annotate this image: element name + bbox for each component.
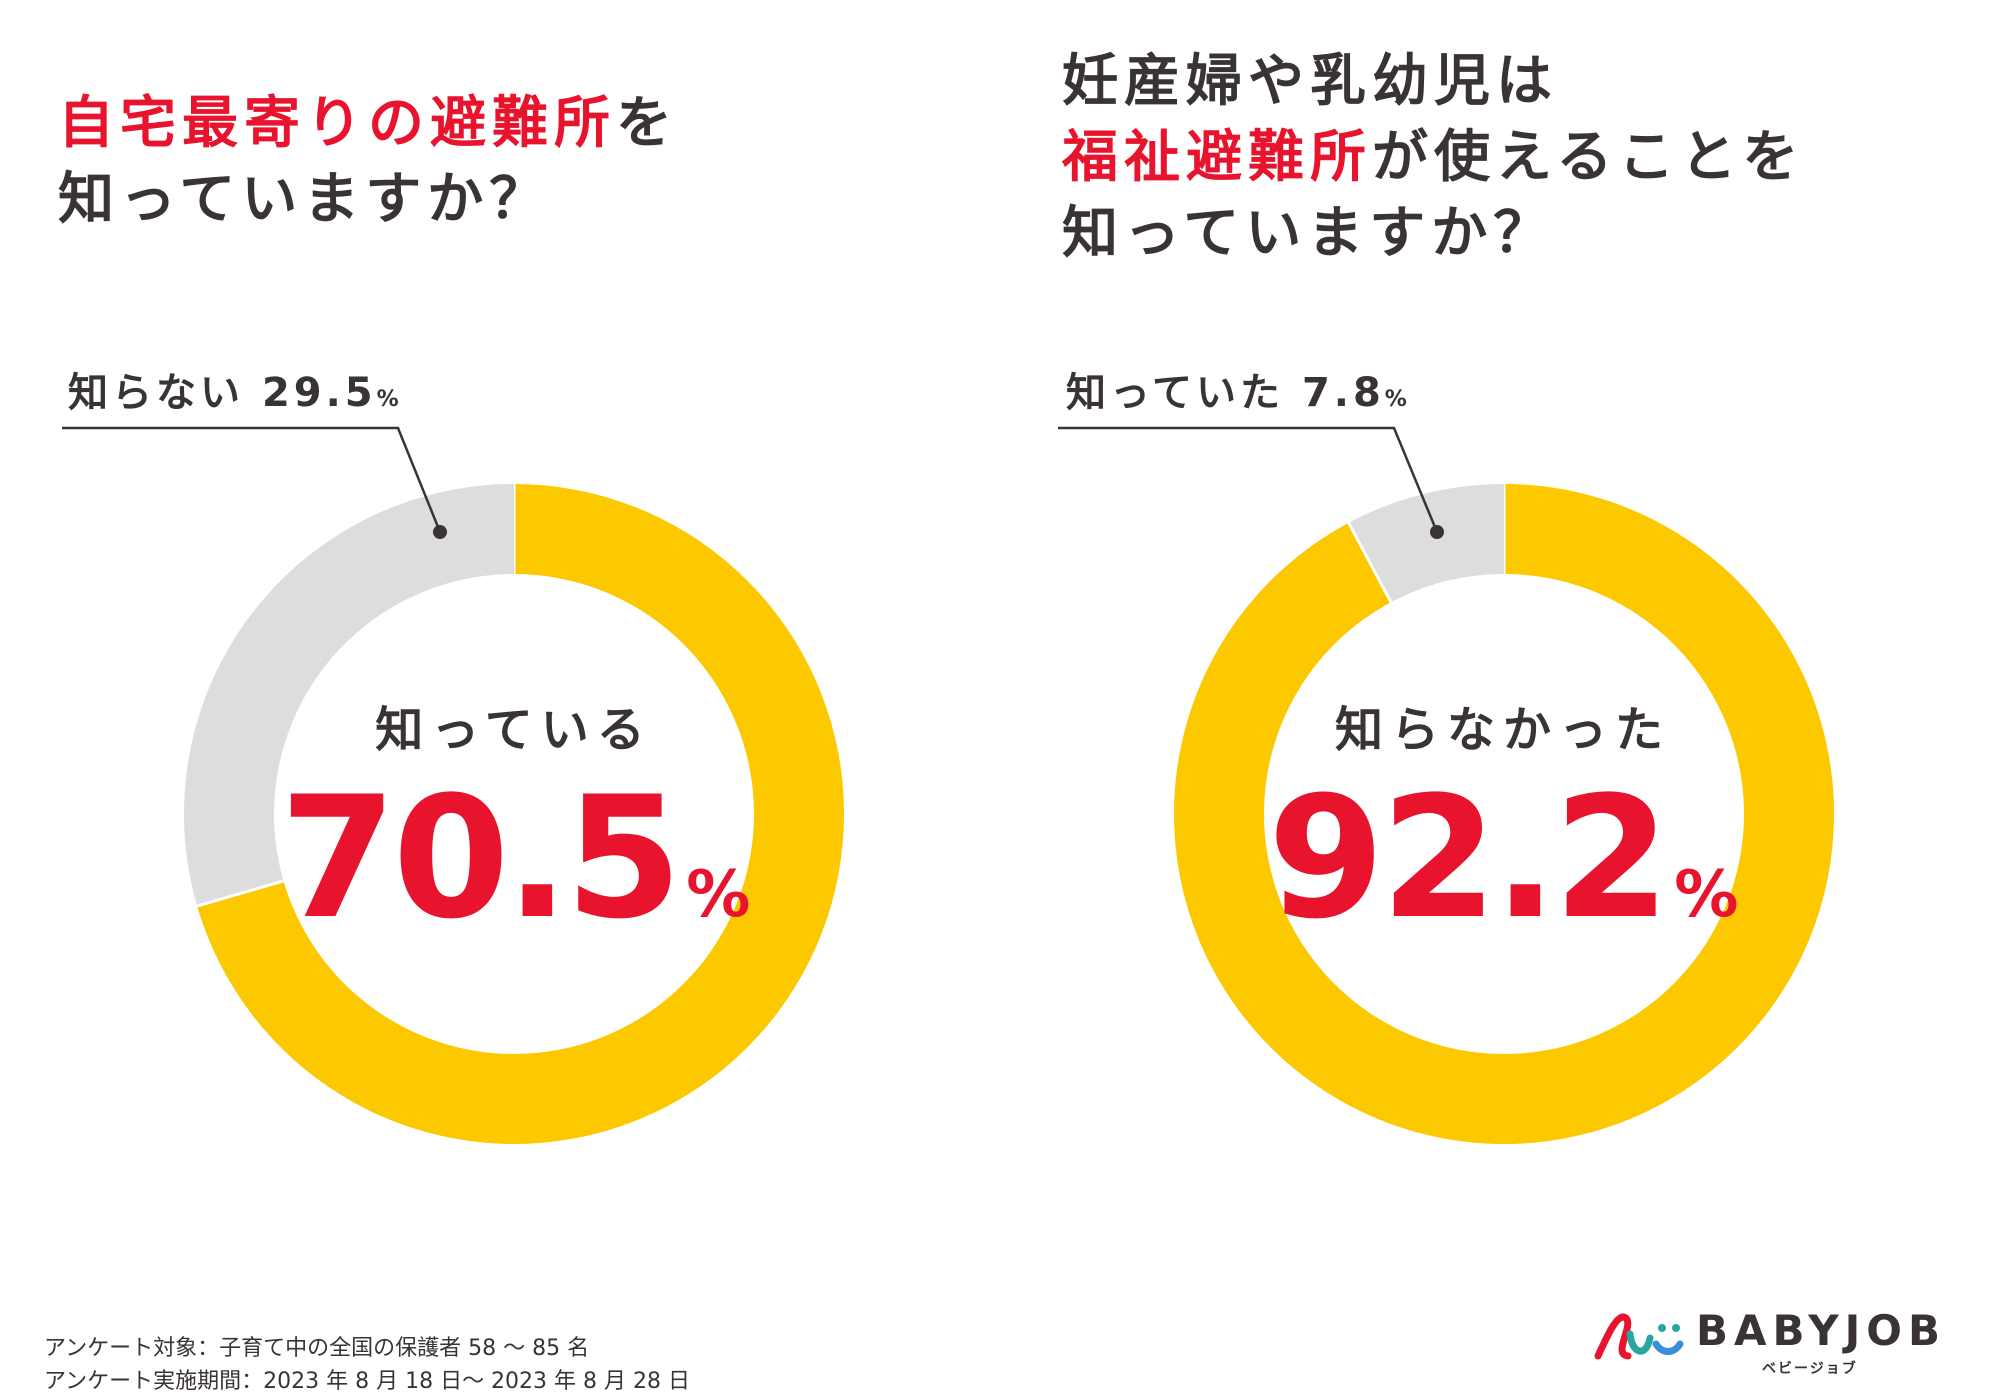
chart-2-center-number: 92.2 xyxy=(1267,760,1671,956)
babyjob-logo-mark-icon xyxy=(1594,1313,1684,1360)
donut-charts xyxy=(62,426,1834,1144)
chart-2-center-unit: % xyxy=(1674,858,1739,932)
chart-2-slice-2 xyxy=(1348,484,1504,603)
footnote-survey-period: アンケート実施期間：2023 年 8 月 18 日～ 2023 年 8 月 28… xyxy=(44,1369,691,1394)
callout-1-label: 知らない xyxy=(68,370,244,416)
question-title-1: 自宅最寄りの避難所を 知っていますか？ xyxy=(58,86,678,238)
question-1-line1-rest: を xyxy=(616,91,678,156)
callout-2-value: 7.8 xyxy=(1301,370,1385,416)
callout-chart-2: 知っていた 7.8% xyxy=(1066,360,1407,418)
footnote-survey-target: アンケート対象：子育て中の全国の保護者 58 ～ 85 名 xyxy=(44,1336,590,1361)
question-2-line2-rest: が使えることを xyxy=(1372,125,1805,190)
question-2-line1: 妊産婦や乳幼児は xyxy=(1062,49,1558,114)
callout-chart-1: 知らない 29.5% xyxy=(68,360,399,418)
question-1-line2: 知っていますか？ xyxy=(58,167,552,232)
chart-2-center-value: 92.2% xyxy=(1193,760,1813,956)
chart-2-slice-separator-2 xyxy=(1347,522,1393,603)
callout-2-label: 知っていた xyxy=(1066,370,1284,416)
babyjob-logo: BABYJOB ベビージョブ xyxy=(1590,1300,1940,1380)
logo-kana: ベビージョブ xyxy=(1762,1361,1858,1377)
question-title-2: 妊産婦や乳幼児は 福祉避難所が使えることを 知っていますか？ xyxy=(1062,44,1804,272)
chart-1-center-unit: % xyxy=(686,858,751,932)
question-2-line3: 知っていますか？ xyxy=(1062,201,1556,266)
question-2-emphasis: 福祉避難所 xyxy=(1062,125,1372,190)
callout-1-unit: % xyxy=(376,387,399,412)
chart-2-callout-dot xyxy=(1430,525,1444,539)
chart-1-callout-leader xyxy=(62,426,442,533)
chart-1-center-label: 知っている xyxy=(375,702,653,758)
chart-1-center-number: 70.5 xyxy=(279,760,683,956)
logo-wordmark: BABYJOB xyxy=(1696,1306,1946,1355)
question-1-emphasis: 自宅最寄りの避難所 xyxy=(58,91,616,156)
chart-1-center-value: 70.5% xyxy=(205,760,825,956)
chart-1-slice-2 xyxy=(183,484,514,907)
chart-2-center-label: 知らなかった xyxy=(1334,702,1671,758)
chart-2-callout-leader xyxy=(1058,426,1439,533)
chart-1-slice-separator-2 xyxy=(196,879,284,908)
callout-2-unit: % xyxy=(1384,387,1407,412)
chart-1-callout-dot xyxy=(433,525,447,539)
callout-1-value: 29.5 xyxy=(261,370,377,416)
